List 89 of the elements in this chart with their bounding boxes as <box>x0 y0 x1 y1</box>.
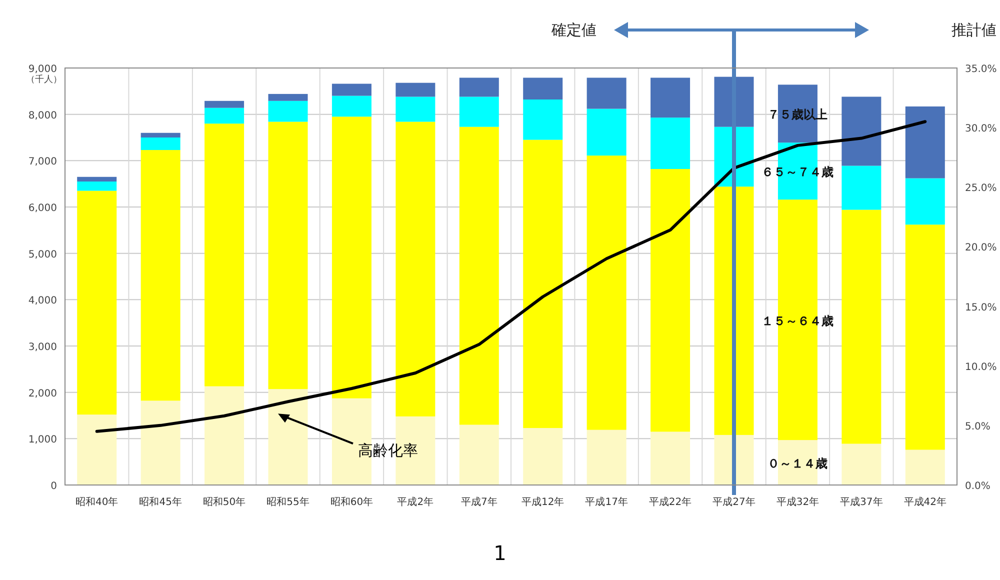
bar <box>905 178 945 225</box>
bar <box>523 78 563 100</box>
x-tick-label: 昭和45年 <box>139 496 182 508</box>
bar <box>459 96 499 127</box>
bar <box>140 132 180 138</box>
bar <box>586 156 626 430</box>
bar <box>332 96 372 117</box>
bar <box>586 430 626 485</box>
bar <box>396 122 436 416</box>
bar <box>77 190 117 415</box>
x-tick-label: 平成37年 <box>840 496 883 508</box>
y2-tick-label: 5.0% <box>965 421 990 432</box>
bar <box>77 182 117 191</box>
bar <box>842 96 882 166</box>
bar <box>586 108 626 156</box>
y2-tick-label: 10.0% <box>965 362 997 373</box>
x-tick-label: 平成12年 <box>521 496 564 508</box>
bar <box>332 398 372 485</box>
x-tick-label: 昭和60年 <box>330 496 374 508</box>
bar <box>204 386 244 485</box>
y-tick-label: 0 <box>50 481 57 492</box>
text: 1 <box>494 541 506 565</box>
y-tick-label: 1,000 <box>28 434 57 446</box>
bar <box>396 82 436 97</box>
x-tick-label: 昭和40年 <box>75 496 118 508</box>
x-tick-label: 平成7年 <box>460 496 498 508</box>
y-tick-label: 8,000 <box>28 110 57 122</box>
bar <box>650 118 690 170</box>
bar <box>459 126 499 425</box>
text: 高齢化率 <box>358 442 418 460</box>
text: 推計値 <box>952 21 996 39</box>
y-tick-label: 2,000 <box>28 388 57 400</box>
bar <box>140 138 180 150</box>
text: 確定値 <box>550 21 596 39</box>
bar <box>523 100 563 140</box>
bar <box>650 78 690 118</box>
y2-tick-label: 25.0% <box>965 183 997 194</box>
bar <box>714 186 754 435</box>
bar <box>77 414 117 485</box>
bar <box>842 210 882 444</box>
bar <box>778 440 818 485</box>
y2-tick-label: 20.0% <box>965 242 997 254</box>
y2-tick-label: 15.0% <box>965 302 997 314</box>
x-tick-label: 平成17年 <box>585 496 628 508</box>
y2-tick-label: 0.0% <box>965 481 990 492</box>
bar <box>77 176 117 182</box>
bar <box>650 169 690 432</box>
x-tick-label: 平成2年 <box>397 496 434 508</box>
y-axis-title: （千人） <box>26 74 62 85</box>
bar <box>332 84 372 96</box>
bar <box>204 108 244 124</box>
y-tick-label: 6,000 <box>28 203 57 214</box>
bar <box>268 389 308 485</box>
bar <box>396 96 436 122</box>
x-tick-label: 平成27年 <box>712 496 756 508</box>
bar <box>204 100 244 108</box>
x-tick-label: 昭和55年 <box>266 496 310 508</box>
x-tick-label: 平成32年 <box>776 496 820 508</box>
y-tick-label: 7,000 <box>28 156 57 168</box>
bar <box>586 78 626 109</box>
bar <box>459 424 499 485</box>
bar <box>523 428 563 485</box>
bar <box>268 94 308 101</box>
y-tick-label: 4,000 <box>28 296 57 307</box>
bar <box>714 434 754 485</box>
bar <box>332 116 372 398</box>
bar <box>140 400 180 485</box>
bar <box>268 100 308 122</box>
bar <box>268 122 308 390</box>
y-tick-label: 9,000 <box>28 64 57 75</box>
bar <box>459 78 499 97</box>
bar <box>650 432 690 485</box>
y-tick-label: 5,000 <box>28 249 57 260</box>
y-tick-label: 3,000 <box>28 342 57 353</box>
bar <box>842 444 882 485</box>
x-tick-label: 平成22年 <box>648 496 692 508</box>
bar <box>905 106 945 178</box>
x-tick-label: 平成42年 <box>904 496 947 508</box>
bar <box>905 450 945 485</box>
series-label: ０～１４歳 <box>768 456 828 471</box>
bar <box>905 224 945 450</box>
bar <box>842 166 882 210</box>
bar <box>204 124 244 386</box>
x-tick-label: 昭和50年 <box>202 496 246 508</box>
y2-tick-label: 30.0% <box>965 124 997 135</box>
line-series <box>95 120 927 433</box>
bar <box>523 140 563 428</box>
y2-tick-label: 35.0% <box>965 64 997 75</box>
bar <box>140 150 180 401</box>
